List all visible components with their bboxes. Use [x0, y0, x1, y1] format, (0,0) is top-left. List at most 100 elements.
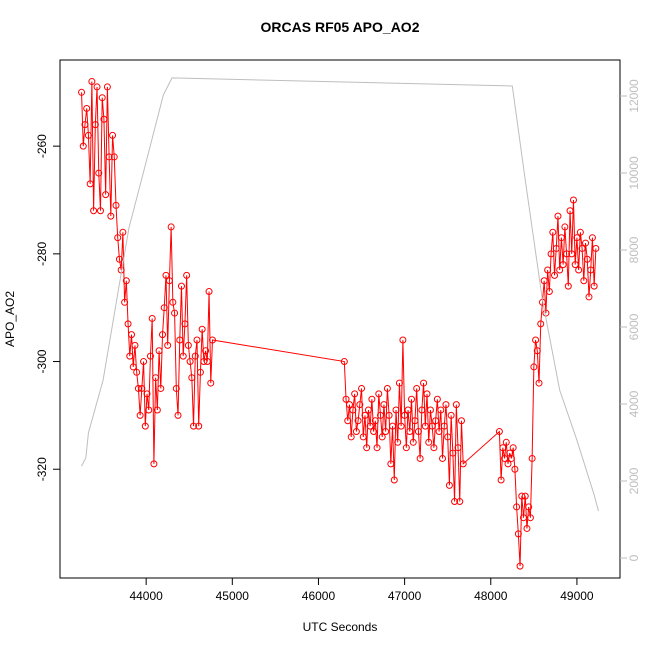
data-point — [102, 191, 110, 199]
plot-frame — [59, 59, 621, 579]
data-point — [404, 406, 412, 414]
data-point — [447, 411, 455, 419]
data-point — [196, 368, 204, 376]
data-point — [208, 336, 216, 344]
data-point — [399, 336, 407, 344]
data-point — [537, 320, 545, 328]
data-point — [358, 384, 366, 392]
data-point — [569, 196, 577, 204]
data-point — [444, 433, 452, 441]
data-point — [564, 282, 572, 290]
data-point — [520, 514, 528, 522]
data-point — [202, 347, 210, 355]
data-point — [138, 384, 146, 392]
data-point — [459, 460, 467, 468]
data-point — [140, 358, 148, 366]
data-point — [159, 331, 167, 339]
data-point — [547, 250, 555, 258]
data-point — [110, 153, 118, 161]
data-point — [401, 411, 409, 419]
data-point — [124, 320, 132, 328]
data-point — [122, 277, 130, 285]
data-point — [425, 438, 433, 446]
y-tick-label: -260 — [35, 134, 49, 158]
data-point — [525, 503, 533, 511]
data-point — [345, 401, 353, 409]
data-point — [179, 352, 187, 360]
data-point — [119, 228, 127, 236]
data-point — [90, 207, 98, 215]
data-point — [518, 492, 526, 500]
data-point — [198, 325, 206, 333]
x-tick-label: 46000 — [302, 589, 336, 603]
data-point — [418, 406, 426, 414]
data-point — [392, 406, 400, 414]
data-point — [121, 298, 129, 306]
data-point — [402, 444, 410, 452]
data-point — [588, 234, 596, 242]
data-point — [575, 266, 583, 274]
data-point — [160, 304, 168, 312]
data-point — [590, 282, 598, 290]
data-point — [582, 239, 590, 247]
data-point — [184, 341, 192, 349]
data-point — [364, 406, 372, 414]
data-point — [134, 384, 142, 392]
data-point — [439, 454, 447, 462]
y2-tick-label: 2000 — [627, 467, 641, 494]
data-point — [495, 428, 503, 436]
y2-tick-label: 12000 — [627, 79, 641, 113]
data-point — [514, 530, 522, 538]
data-point — [164, 341, 172, 349]
data-point — [193, 336, 201, 344]
data-point — [79, 142, 87, 150]
data-point — [162, 271, 170, 279]
data-point — [359, 433, 367, 441]
data-point — [456, 498, 464, 506]
data-point — [420, 379, 428, 387]
data-point — [373, 444, 381, 452]
data-point — [363, 444, 371, 452]
y-axis-label: APO_AO2 — [3, 291, 17, 347]
y2-tick-label: 6000 — [627, 313, 641, 340]
data-point — [445, 481, 453, 489]
data-point — [133, 368, 141, 376]
x-tick-label: 48000 — [474, 589, 508, 603]
data-point — [504, 460, 512, 468]
data-point — [390, 476, 398, 484]
y-tick-label: -280 — [35, 242, 49, 266]
data-point — [533, 347, 541, 355]
data-point — [145, 406, 153, 414]
data-point — [499, 444, 507, 452]
data-point — [356, 401, 364, 409]
data-point — [167, 223, 175, 231]
data-point — [507, 454, 515, 462]
data-point — [423, 390, 431, 398]
data-point — [561, 223, 569, 231]
data-point — [578, 244, 586, 252]
data-point — [207, 379, 215, 387]
data-point — [551, 271, 559, 279]
data-point — [370, 428, 378, 436]
data-point — [573, 234, 581, 242]
data-point — [432, 417, 440, 425]
data-point — [126, 352, 134, 360]
y2-tick-label: 0 — [627, 554, 641, 561]
chart-title: ORCAS RF05 APO_AO2 — [261, 19, 420, 35]
x-tick-label: 44000 — [129, 589, 163, 603]
data-point — [406, 428, 414, 436]
data-point — [203, 358, 211, 366]
data-point — [580, 277, 588, 285]
y-tick-label: -300 — [35, 349, 49, 373]
series-line — [81, 81, 597, 567]
data-point — [366, 422, 374, 430]
data-point — [368, 395, 376, 403]
data-point — [454, 444, 462, 452]
data-point — [554, 212, 562, 220]
data-point — [501, 454, 509, 462]
data-point — [563, 250, 571, 258]
data-point — [105, 153, 113, 161]
data-point — [81, 121, 89, 129]
data-point — [442, 401, 450, 409]
